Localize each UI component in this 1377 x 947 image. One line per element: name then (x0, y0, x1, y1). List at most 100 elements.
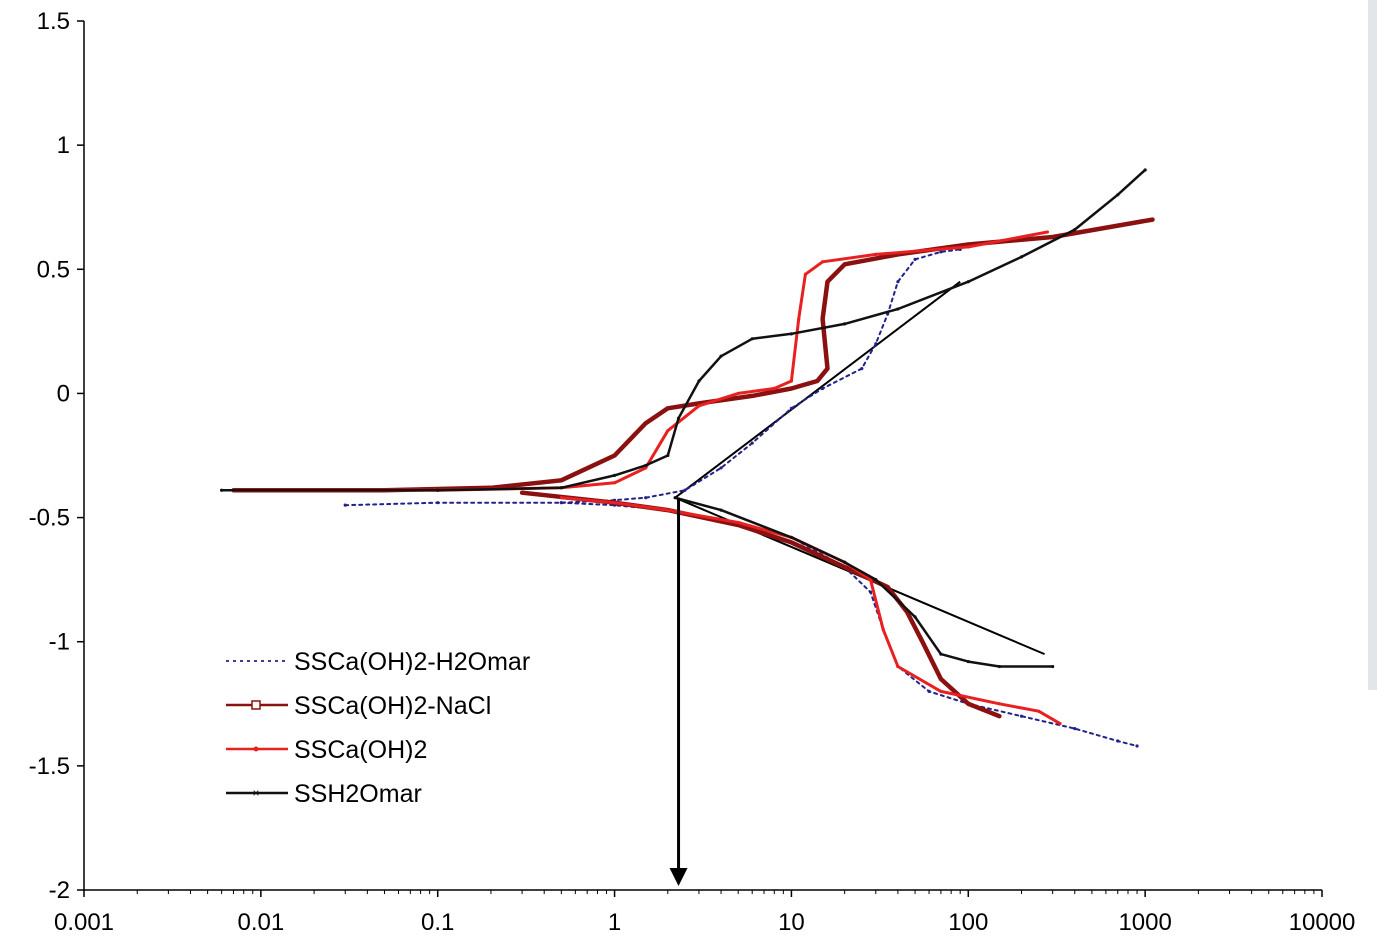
series-point (697, 404, 701, 408)
series-point (820, 317, 825, 321)
series-point (886, 585, 890, 589)
series-point (966, 280, 970, 284)
axes: 1.5 1 0.5 0 -0.5 -1 -1.5 -2 0.001 0.01 0.1 1 10 100 10… (29, 8, 1356, 936)
x-tick-label: 100 (948, 909, 988, 936)
series-point (843, 560, 847, 564)
series-point (1135, 744, 1139, 748)
series-point (881, 627, 885, 631)
series-point (666, 406, 670, 410)
series-point (825, 367, 830, 371)
x-tick-label: 10000 (1289, 909, 1356, 936)
series-point (789, 535, 794, 540)
series-point (559, 486, 563, 490)
series-point (920, 640, 924, 644)
series-point (789, 332, 794, 336)
series-point (997, 702, 1002, 706)
series-point (559, 496, 563, 500)
series-point (644, 463, 648, 468)
series-point (815, 379, 819, 383)
series-point (843, 322, 847, 326)
series-point (874, 252, 878, 256)
series-point (612, 501, 617, 505)
series-point (772, 386, 776, 391)
series-point (1051, 664, 1055, 669)
legend-marker (253, 746, 259, 752)
arrow-head (669, 868, 688, 886)
series-point (820, 386, 825, 391)
y-tick-label: 0 (57, 380, 70, 407)
series-point (436, 488, 440, 492)
x-tick-label: 1000 (1118, 909, 1171, 936)
legend-marker: × (252, 786, 259, 800)
series-point (666, 453, 670, 458)
series-point (803, 272, 808, 276)
series-point (1019, 714, 1024, 718)
series-line-cathodic (559, 496, 1062, 726)
series-point (820, 260, 825, 264)
y-tick-label: 1.5 (37, 8, 70, 35)
series-point (612, 473, 617, 477)
series-point (913, 257, 917, 261)
series-point (939, 250, 943, 254)
series-point (789, 540, 794, 545)
legend-label: SSCa(OH)2 (294, 736, 427, 764)
y-tick-label: -2 (49, 877, 70, 904)
series-point (997, 664, 1002, 669)
series-line-cathodic (673, 496, 1054, 668)
series-point (750, 441, 754, 445)
series-point (1073, 727, 1077, 731)
right-edge-strip (1368, 0, 1377, 690)
legend-label: SSCa(OH)2-H2Omar (294, 648, 530, 676)
series-point (789, 406, 794, 410)
series-point (966, 245, 970, 249)
series-point (1051, 235, 1055, 239)
corrosion-current-arrow (669, 497, 688, 886)
series-point (220, 488, 224, 492)
series-point (860, 367, 864, 371)
legend-label: SSCa(OH)2-NaCl (294, 692, 491, 720)
series-point (927, 689, 931, 693)
series-point (868, 590, 873, 594)
series-point (612, 453, 617, 458)
series-line-anodic (220, 168, 1147, 492)
series-point (736, 391, 740, 396)
series-point (520, 491, 524, 495)
series-point (683, 488, 687, 492)
x-tick-label: 0.01 (237, 909, 284, 936)
series-point (874, 342, 878, 346)
series-point (697, 379, 701, 383)
series-point (843, 565, 847, 569)
series-point (719, 354, 723, 358)
series-point (868, 578, 873, 582)
series-point (750, 394, 754, 398)
series-point (789, 379, 794, 383)
series-point (436, 501, 440, 505)
series-point (939, 689, 943, 693)
series-layer (220, 168, 1155, 748)
series-line-cathodic (560, 501, 1139, 747)
series-point (1150, 218, 1155, 222)
legend: SSCa(OH)2-H2Omar SSCa(OH)2-NaCl SSCa(OH)2 ×… (226, 648, 530, 808)
series-point (797, 317, 801, 321)
series-point (896, 664, 900, 669)
series-line-anodic (344, 248, 962, 507)
x-tick-label: 10 (778, 909, 805, 936)
y-tick-label: -1 (49, 629, 70, 656)
series-point (644, 466, 648, 470)
series-point (939, 652, 943, 656)
series-point (719, 466, 723, 470)
series-point (1045, 230, 1049, 234)
y-tick-label: -0.5 (29, 505, 70, 532)
x-tick-label: 1 (608, 909, 621, 936)
legend-marker (251, 700, 261, 710)
series-point (676, 416, 681, 420)
series-point (874, 578, 878, 582)
x-tick-label: 0.001 (54, 909, 114, 936)
series-point (1143, 168, 1147, 172)
y-tick-label: 0.5 (37, 256, 70, 283)
series-point (939, 677, 943, 681)
legend-label: SSH2Omar (294, 780, 422, 808)
series-point (736, 520, 740, 525)
y-tick-label: 1 (57, 132, 70, 159)
